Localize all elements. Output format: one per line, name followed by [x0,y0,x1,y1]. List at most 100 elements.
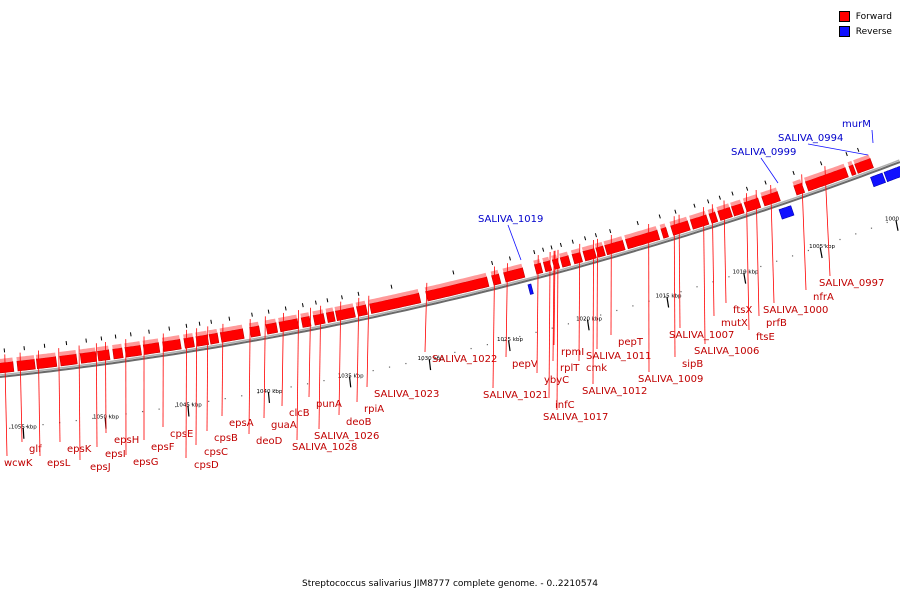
scale-tick-label: 1040 kbp [256,389,282,395]
gene-marker [718,195,721,200]
forward-gene [491,273,502,286]
scale-dot [486,344,488,346]
forward-gene-shade [278,314,297,322]
gene-label-cpsb: cpsB [214,433,238,444]
gene-label-infc: infC [555,400,575,411]
gene-marker [745,186,749,191]
forward-gene-shade [300,312,310,318]
leader-line [338,301,342,416]
gene-label-ftse: ftsE [756,332,775,343]
scale-tick [666,296,670,308]
scale-dot [241,395,243,397]
forward-gene-shade [79,347,96,354]
leader-line [578,243,581,362]
forward-gene-shade [659,223,666,229]
scale-dot [567,323,570,325]
leader-line [318,305,322,430]
forward-gene [249,325,261,338]
gene-marker [267,309,270,314]
forward-gene-shade [804,163,845,182]
gene-label-deob: deoB [346,417,372,428]
scale-dot [870,227,873,229]
forward-gene [183,336,195,349]
scale-tick-label: 1035 kbp [338,373,364,379]
forward-gene [97,349,111,362]
forward-gene-shade [730,199,742,207]
leader-line [492,266,495,389]
scale-dot [257,392,259,394]
leader-line [824,166,831,277]
leader-line [37,350,41,457]
forward-gene-shade [707,208,715,214]
scale-dot [356,373,358,375]
forward-gene-shade [124,341,141,348]
leader-line [281,312,284,407]
leader-line-reverse [871,129,874,144]
forward-gene-shade [59,350,76,356]
scale-tick-label: 1015 kbp [656,294,682,300]
scale-dot [760,265,762,268]
gene-label-saliva_1011: SALIVA_1011 [586,351,651,362]
gene-marker [594,233,597,238]
scale-dot [75,419,77,422]
legend-forward: Forward [838,9,892,24]
map-caption: Streptococcus salivarius JIM8777 complet… [302,579,598,589]
scale-dot [339,376,341,378]
scale-tick-label: 1005 kbp [809,244,835,250]
scale-dot [712,281,714,283]
forward-gene-shade [424,272,487,292]
forward-gene-shade [542,256,550,263]
forward-gene-shade [334,303,354,311]
legend-reverse: Reverse [838,24,892,39]
gene-marker [542,247,545,252]
scale-dot [421,359,423,361]
gene-marker [491,260,494,266]
leader-line [185,329,187,459]
gene-marker [228,316,231,321]
scale-dot [290,386,292,388]
scale-dot [744,271,746,273]
forward-gene [551,258,561,270]
scale-dot [807,249,809,252]
forward-swatch [838,11,850,22]
forward-gene [325,310,336,323]
scale-dot [274,389,276,391]
leader-line [105,341,107,434]
scale-tick [428,359,432,371]
scale-tick-label: 1020 kbp [576,316,602,322]
reverse-gene [778,205,795,220]
gene-label-cpsc: cpsC [204,447,228,458]
gene-label-cpse: cpsE [170,429,193,440]
gene-marker [284,306,287,311]
leader-line [4,354,8,457]
gene-label-nfra: nfrA [813,292,834,303]
leader-line [596,238,598,350]
gene-marker [658,214,661,219]
gene-label-saliva_1026: SALIVA_1026 [314,431,379,442]
gene-marker [845,152,848,157]
forward-gene [312,313,326,326]
leader-line [308,307,312,398]
gene-marker [357,291,360,296]
leader-line [755,189,760,317]
scale-tick-label: 1010 kbp [733,270,759,276]
scale-dot [158,408,160,410]
axis-line [0,161,900,378]
leader-line [505,263,508,358]
scale-dot [224,398,226,400]
scale-tick-label: 1030 kbp [418,356,444,362]
leader-line [553,250,556,346]
leader-line [424,282,428,353]
leader-line [206,326,209,432]
gene-label-mutx: mutX [721,318,748,329]
scale-tick-label: 1045 kbp [176,403,202,409]
forward-gene [708,211,719,224]
gene-label-puna: punA [316,399,342,410]
gene-label-epsi: epsI [105,449,126,460]
gene-marker [636,221,639,226]
leader-line [356,297,360,403]
leader-line [592,240,594,385]
gene-label-wcwk: wcwK [4,458,33,469]
scale-tick [586,319,590,331]
forward-gene-shade [325,307,334,313]
